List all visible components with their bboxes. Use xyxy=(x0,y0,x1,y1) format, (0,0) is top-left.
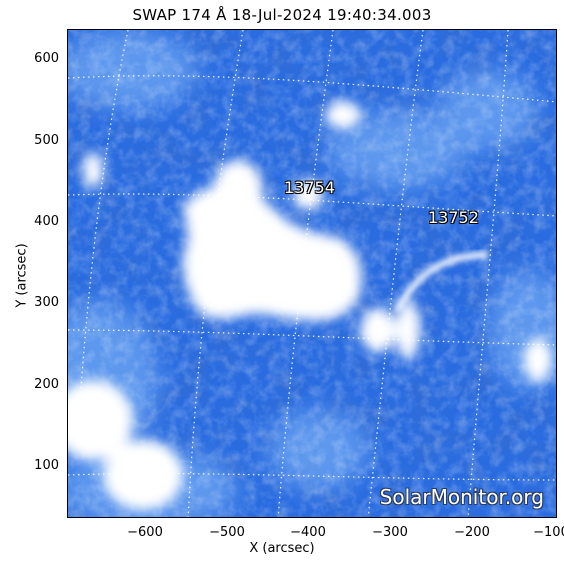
solar-image-panel: 13754 13752 SolarMonitor.org xyxy=(67,29,557,518)
y-tick-label: 300 xyxy=(34,295,59,310)
x-tick-label: −300 xyxy=(372,525,408,540)
image-title: SWAP 174 Å 18-Jul-2024 19:40:34.003 xyxy=(132,6,432,24)
x-tick-label: −500 xyxy=(209,525,245,540)
y-tick-label: 500 xyxy=(34,133,59,148)
y-tick-label: 600 xyxy=(34,51,59,66)
y-tick-label: 400 xyxy=(34,214,59,229)
x-tick-label: −400 xyxy=(290,525,326,540)
x-axis-label: X (arcsec) xyxy=(249,541,315,556)
sun-emission-image xyxy=(68,30,556,517)
y-tick-label: 100 xyxy=(34,458,59,473)
x-tick-label: −200 xyxy=(454,525,490,540)
active-region-label: 13754 xyxy=(284,178,335,197)
watermark-text: SolarMonitor.org xyxy=(379,485,544,509)
y-axis-label: Y (arcsec) xyxy=(14,243,30,308)
active-region-label: 13752 xyxy=(428,208,479,227)
y-tick-label: 200 xyxy=(34,377,59,392)
x-tick-label: −100 xyxy=(533,525,564,540)
x-tick-label: −600 xyxy=(127,525,163,540)
